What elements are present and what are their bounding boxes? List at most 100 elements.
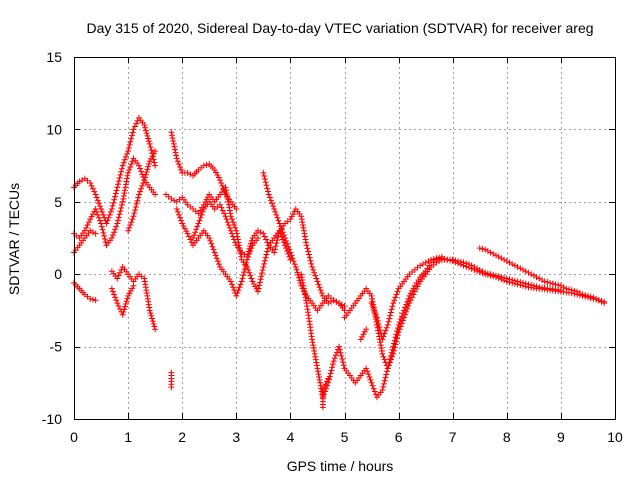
data-point (242, 262, 249, 269)
data-point (195, 220, 202, 227)
data-point (511, 277, 518, 284)
data-point (224, 195, 231, 202)
data-point (114, 275, 121, 282)
data-point (382, 327, 389, 334)
data-point (303, 242, 310, 249)
data-point (99, 226, 106, 233)
data-point (111, 291, 118, 298)
data-point (193, 226, 200, 233)
data-point (525, 281, 532, 288)
x-tick-label: 4 (287, 429, 295, 445)
data-point (522, 268, 529, 275)
data-point (430, 255, 437, 262)
y-tick-label: -10 (42, 411, 62, 427)
data-point (404, 305, 411, 312)
data-point (382, 374, 389, 381)
data-point (484, 248, 491, 255)
data-point (463, 260, 470, 267)
data-point (142, 124, 149, 131)
data-point (298, 271, 305, 278)
data-point (291, 261, 298, 268)
data-point (99, 208, 106, 215)
data-point (187, 236, 194, 243)
data-point (286, 246, 293, 253)
data-point (394, 288, 401, 295)
data-point (198, 211, 205, 218)
x-tick-label: 7 (449, 429, 457, 445)
data-point (116, 211, 123, 218)
data-point (317, 379, 324, 386)
data-point (128, 135, 135, 142)
data-point (116, 269, 123, 276)
data-point (311, 269, 318, 276)
data-point (298, 213, 305, 220)
data-point (309, 336, 316, 343)
data-point (302, 233, 309, 240)
data-point (392, 294, 399, 301)
data-point (287, 249, 294, 256)
data-point (92, 230, 99, 237)
data-point (118, 168, 125, 175)
data-point (133, 200, 140, 207)
data-point (320, 391, 327, 398)
data-point (389, 303, 396, 310)
data-point (223, 190, 230, 197)
data-point (314, 368, 321, 375)
data-point (125, 292, 132, 299)
data-point (417, 262, 424, 269)
data-point (108, 285, 115, 292)
data-point (271, 246, 278, 253)
data-point (120, 159, 127, 166)
data-point (357, 336, 364, 343)
data-point (436, 254, 443, 261)
data-point (179, 220, 186, 227)
data-point (422, 259, 429, 266)
data-point (270, 203, 277, 210)
data-point (490, 250, 497, 257)
data-point (341, 307, 348, 314)
data-point (142, 174, 149, 181)
data-point (503, 275, 510, 282)
data-point (81, 227, 88, 234)
data-point (395, 329, 402, 336)
data-point (125, 145, 132, 152)
data-point (273, 211, 280, 218)
data-point (231, 221, 238, 228)
data-point (257, 276, 264, 283)
data-point (190, 235, 197, 241)
data-point (392, 341, 399, 348)
data-point (79, 177, 86, 184)
data-point (338, 301, 345, 308)
data-point (549, 280, 556, 287)
data-point (482, 269, 489, 276)
data-point (115, 303, 122, 310)
data-point (530, 272, 537, 279)
data-point (100, 211, 107, 218)
data-point (520, 279, 527, 286)
data-point (522, 280, 529, 287)
data-point (317, 287, 324, 294)
data-point (390, 350, 397, 357)
data-point (593, 295, 600, 302)
data-point (582, 292, 589, 299)
data-point (541, 278, 548, 285)
data-point (322, 381, 329, 388)
data-point (314, 365, 321, 372)
data-point (119, 162, 126, 169)
data-point (83, 224, 90, 231)
data-point (264, 245, 271, 252)
data-point (380, 333, 387, 340)
data-point (112, 190, 119, 197)
data-point (457, 258, 464, 265)
data-point (325, 375, 332, 382)
x-tick-label: 10 (607, 429, 623, 445)
data-point (274, 214, 281, 221)
data-point (305, 248, 312, 255)
data-point (142, 127, 149, 134)
data-point (406, 292, 413, 299)
data-point (152, 191, 159, 198)
data-point (183, 228, 190, 235)
data-point (387, 309, 394, 316)
data-point (465, 261, 472, 268)
data-point (240, 272, 247, 279)
